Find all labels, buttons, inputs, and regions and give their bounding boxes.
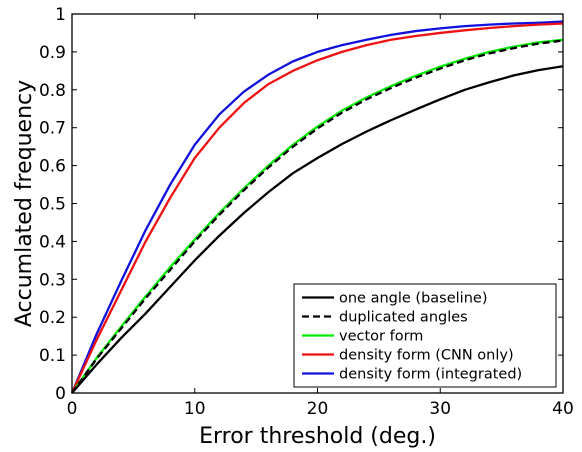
y-axis-label: Accumlated frequency	[12, 80, 37, 327]
y-tick-label: 0.7	[39, 119, 66, 139]
y-tick-label: 0.1	[39, 346, 66, 366]
y-tick-label: 0.9	[39, 43, 66, 63]
y-tick-label: 1	[55, 5, 66, 25]
y-tick-label: 0.4	[39, 232, 66, 252]
legend-label: density form (integrated)	[339, 367, 522, 383]
legend-box	[293, 283, 557, 388]
y-tick-label: 0.6	[39, 157, 66, 177]
series-line-0	[71, 65, 564, 394]
y-tick-label: 0	[55, 384, 66, 404]
x-axis-label: Error threshold (deg.)	[199, 424, 436, 449]
y-tick-label: 0.8	[39, 81, 66, 101]
legend-label: density form (CNN only)	[339, 348, 514, 364]
axis-tick-labels: 0 10 20 30 40 0 0.1 0.2 0.3 0.4 0.5 0.6 0.7 0.8 0.9 1	[39, 5, 574, 419]
legend-label: vector form	[339, 329, 423, 345]
x-tick-label: 20	[307, 399, 329, 419]
plot-lines	[70, 20, 564, 394]
legend-label: one angle (baseline)	[339, 291, 487, 307]
x-tick-label: 40	[552, 399, 574, 419]
y-tick-label: 0.5	[39, 195, 66, 215]
series-line-2	[71, 38, 564, 394]
x-tick-label: 30	[429, 399, 451, 419]
legend: one angle (baseline) duplicated angles vec…	[293, 283, 557, 388]
axis-ticks	[71, 13, 564, 394]
legend-label: duplicated angles	[339, 310, 468, 326]
y-tick-label: 0.2	[39, 308, 66, 328]
x-tick-label: 10	[184, 399, 206, 419]
series-line-3	[70, 22, 564, 394]
y-tick-label: 0.3	[39, 270, 66, 290]
series-line-4	[70, 20, 564, 394]
series-line-1	[71, 39, 564, 394]
x-tick-label: 0	[67, 399, 78, 419]
